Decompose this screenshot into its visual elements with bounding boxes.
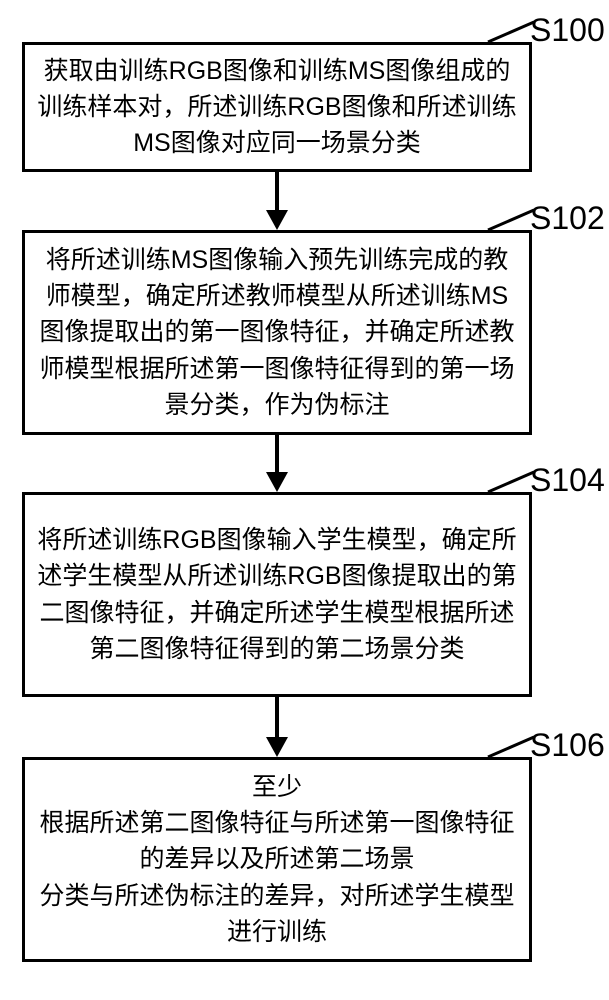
flow-node-s106: 至少根据所述第二图像特征与所述第一图像特征的差异以及所述第二场景分类与所述伪标注…: [22, 757, 532, 962]
flow-node-text: 获取由训练RGB图像和训练MS图像组成的训练样本对，所述训练RGB图像和所述训练…: [35, 53, 519, 162]
step-label-s102: S102: [530, 200, 605, 237]
arrow-line: [275, 172, 279, 212]
arrow-line: [275, 435, 279, 474]
flow-node-s102: 将所述训练MS图像输入预先训练完成的教师模型，确定所述教师模型从所述训练MS图像…: [22, 230, 532, 435]
arrow-head-icon: [266, 737, 288, 757]
flow-node-s104: 将所述训练RGB图像输入学生模型，确定所述学生模型从所述训练RGB图像提取出的第…: [22, 492, 532, 697]
flow-node-text: 至少根据所述第二图像特征与所述第一图像特征的差异以及所述第二场景分类与所述伪标注…: [35, 769, 519, 950]
arrow-head-icon: [266, 210, 288, 230]
flow-node-text: 将所述训练MS图像输入预先训练完成的教师模型，确定所述教师模型从所述训练MS图像…: [35, 242, 519, 423]
arrow-head-icon: [266, 472, 288, 492]
arrow-line: [275, 697, 279, 739]
flow-node-text: 将所述训练RGB图像输入学生模型，确定所述学生模型从所述训练RGB图像提取出的第…: [35, 522, 519, 667]
flow-node-s100: 获取由训练RGB图像和训练MS图像组成的训练样本对，所述训练RGB图像和所述训练…: [22, 42, 532, 172]
step-label-s100: S100: [530, 12, 605, 49]
step-label-s106: S106: [530, 727, 605, 764]
step-label-s104: S104: [530, 462, 605, 499]
